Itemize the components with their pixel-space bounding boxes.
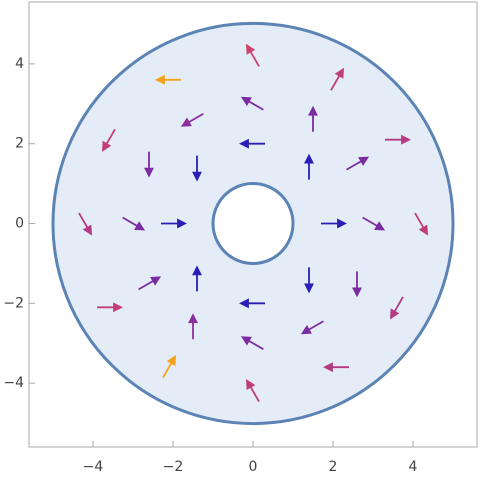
vector-arrow [308, 105, 318, 132]
y-tick-label: −2 [3, 295, 24, 311]
vector-arrow [97, 302, 124, 313]
vector-arrow [188, 313, 198, 340]
y-tick-label: 0 [15, 216, 24, 232]
x-tick-label: 2 [329, 459, 338, 475]
vector-arrow [238, 138, 265, 149]
vector-arrow [346, 156, 370, 171]
vector-arrow [122, 216, 146, 231]
vector-arrow [362, 216, 386, 231]
vector-arrow [154, 74, 181, 85]
vector-arrow [162, 355, 177, 379]
x-tick-label: 4 [409, 459, 418, 475]
vector-arrow [138, 276, 162, 291]
x-tick-label: −4 [83, 459, 104, 475]
y-tick-label: 2 [15, 136, 24, 152]
vector-arrow [238, 298, 265, 309]
vector-arrow [240, 336, 264, 351]
x-tick-label: 0 [249, 459, 258, 475]
vector-arrow [240, 96, 264, 111]
y-tick-label: −4 [3, 375, 24, 391]
vector-arrow [330, 67, 345, 91]
vector-arrow [352, 271, 362, 298]
vector-arrow [192, 265, 202, 292]
vector-arrow [300, 320, 324, 335]
vector-arrow [192, 155, 202, 182]
vector-arrow [161, 218, 188, 229]
region [51, 22, 455, 426]
vector-arrow [304, 153, 314, 180]
y-tick-label: 4 [15, 56, 24, 72]
vector-arrow [385, 134, 412, 145]
vector-arrow [78, 212, 93, 236]
vector-arrow [322, 362, 349, 373]
vector-arrow [245, 43, 260, 67]
vector-arrow [245, 378, 260, 402]
vector-arrow [389, 296, 404, 320]
vector-arrow [414, 212, 429, 236]
vector-arrow [180, 112, 204, 127]
vector-arrow [321, 218, 348, 229]
vector-arrow [144, 151, 154, 178]
vector-arrow [304, 267, 314, 294]
vector-arrow [101, 128, 116, 152]
x-tick-label: −2 [163, 459, 184, 475]
